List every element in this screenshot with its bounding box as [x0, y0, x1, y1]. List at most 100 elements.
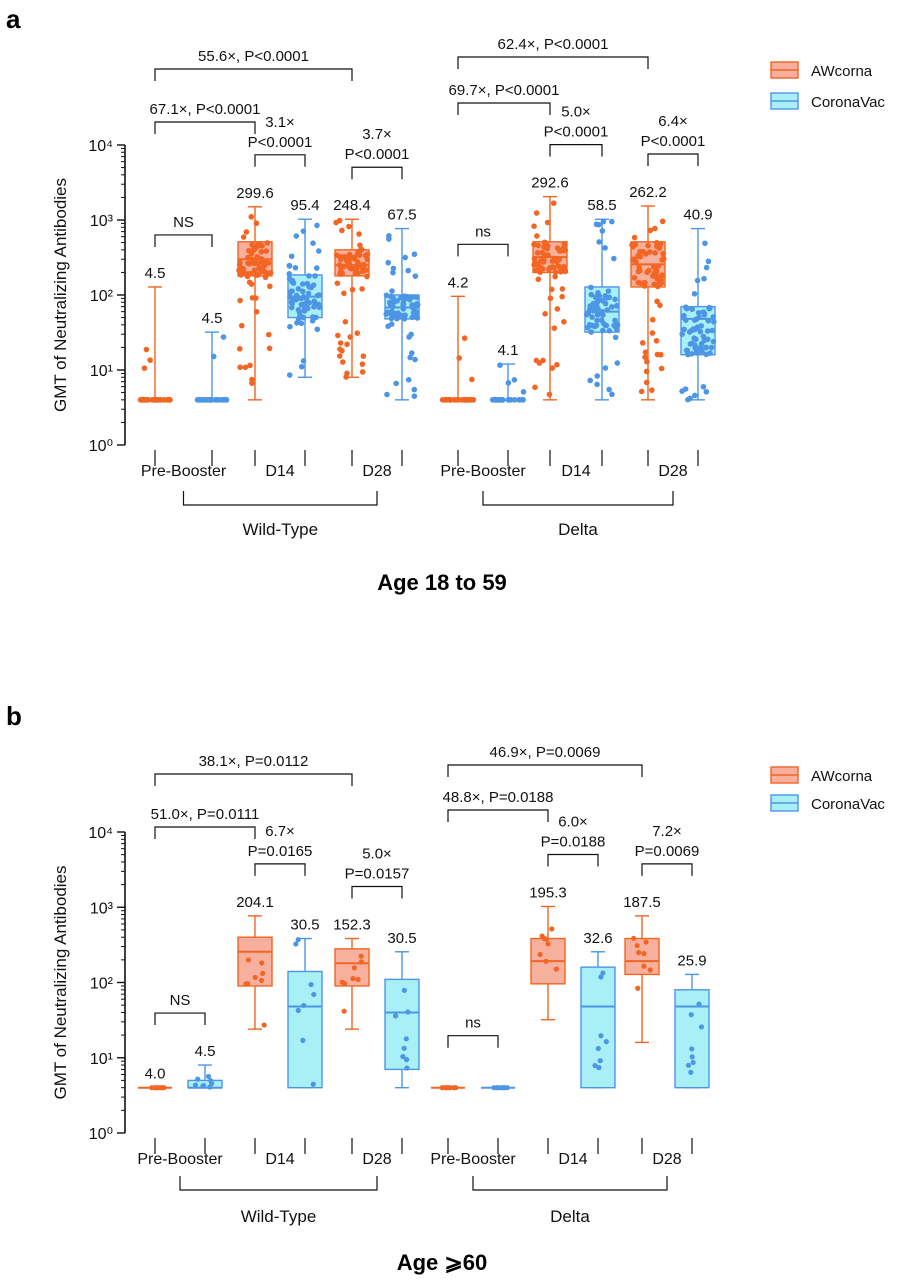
gmt-value-label: 204.1: [236, 894, 274, 911]
data-point: [600, 218, 607, 225]
box-awcorna-4: 195.3: [529, 884, 567, 1021]
panel-letter: b: [6, 701, 22, 731]
data-point: [635, 985, 641, 991]
data-point: [240, 234, 247, 240]
data-point: [596, 1065, 602, 1071]
data-point: [152, 1085, 159, 1091]
panel-b: b 10⁰ 10¹ 10² 10³ 10⁴ GMT of Neutralizing Anti…: [6, 701, 885, 1275]
data-point: [405, 267, 412, 274]
comparison-label: 6.0×: [558, 813, 588, 830]
data-point: [595, 305, 601, 312]
data-point: [609, 391, 615, 398]
data-point: [641, 951, 647, 957]
comparison-label: NS: [170, 992, 191, 1009]
data-point: [594, 317, 600, 324]
data-point: [511, 397, 518, 403]
data-point: [531, 256, 538, 262]
comparison-bracket: [447, 764, 643, 777]
data-point: [295, 315, 302, 322]
data-point: [246, 279, 253, 286]
comparison-6: 5.0× P<0.0001: [544, 104, 608, 157]
data-point: [236, 345, 243, 352]
data-point: [253, 220, 260, 227]
comparison-bracket: [641, 863, 693, 876]
data-point: [660, 255, 667, 262]
data-point: [691, 291, 698, 297]
data-point: [341, 290, 347, 297]
data-point: [287, 293, 293, 300]
data-point: [590, 307, 597, 314]
data-point: [534, 250, 541, 256]
legend-label: CoronaVac: [811, 796, 885, 813]
data-point: [300, 1037, 306, 1043]
box-coronavac-5: 25.9: [674, 952, 710, 1089]
data-point: [346, 260, 352, 266]
data-point: [613, 303, 620, 309]
data-point: [398, 294, 404, 301]
data-point: [599, 297, 606, 304]
data-point: [596, 239, 602, 245]
data-point: [636, 252, 642, 258]
data-point: [654, 298, 660, 305]
data-point: [650, 264, 657, 270]
data-point: [636, 949, 642, 956]
data-point: [313, 265, 320, 271]
data-point: [637, 267, 643, 274]
data-point: [643, 251, 649, 257]
data-point: [704, 328, 711, 334]
data-point: [679, 388, 685, 394]
data-point: [293, 941, 299, 947]
data-point: [554, 306, 561, 312]
data-point: [659, 218, 666, 225]
data-point: [411, 386, 418, 393]
data-point: [535, 276, 542, 283]
data-point: [613, 326, 620, 332]
data-point: [238, 272, 244, 278]
data-point: [711, 319, 717, 325]
data-point: [694, 350, 700, 356]
data-point: [260, 970, 266, 977]
comparison-label: 38.1×, P=0.0112: [199, 753, 309, 770]
data-point: [590, 300, 597, 307]
data-point: [213, 397, 220, 403]
group-label: Delta: [558, 520, 598, 539]
data-point: [683, 304, 689, 311]
comparison-1: 3.1× P<0.0001: [248, 114, 312, 167]
data-point: [338, 269, 345, 276]
data-point: [266, 345, 273, 352]
box-coronavac-4: 58.5: [583, 197, 621, 401]
gmt-value-label: 67.5: [387, 207, 416, 224]
data-point: [453, 1085, 459, 1091]
data-point: [410, 309, 417, 316]
data-point: [699, 348, 705, 355]
data-point: [688, 1012, 694, 1018]
legend-label: CoronaVac: [811, 94, 885, 111]
comparison-7: 6.4× P<0.0001: [641, 113, 705, 167]
data-point: [706, 304, 713, 311]
data-point: [543, 958, 549, 964]
data-point: [689, 306, 696, 313]
data-point: [609, 304, 615, 310]
data-point: [649, 316, 656, 323]
data-point: [710, 338, 717, 345]
data-point: [605, 288, 612, 294]
data-point: [701, 275, 707, 282]
comparison-bracket: [447, 1035, 499, 1048]
data-point: [702, 240, 708, 247]
data-point: [287, 323, 293, 330]
data-point: [258, 256, 265, 262]
box-awcorna-2: 152.3: [333, 917, 371, 1030]
data-point: [405, 376, 412, 383]
data-point: [594, 381, 600, 388]
data-point: [608, 218, 615, 225]
data-point: [651, 269, 658, 276]
data-point: [256, 241, 262, 248]
data-point: [342, 254, 348, 260]
data-point: [289, 300, 296, 307]
data-point: [346, 264, 353, 271]
data-point: [688, 1069, 694, 1075]
data-point: [338, 265, 344, 272]
data-point: [681, 326, 687, 333]
data-point: [204, 397, 211, 403]
data-point: [411, 251, 418, 258]
